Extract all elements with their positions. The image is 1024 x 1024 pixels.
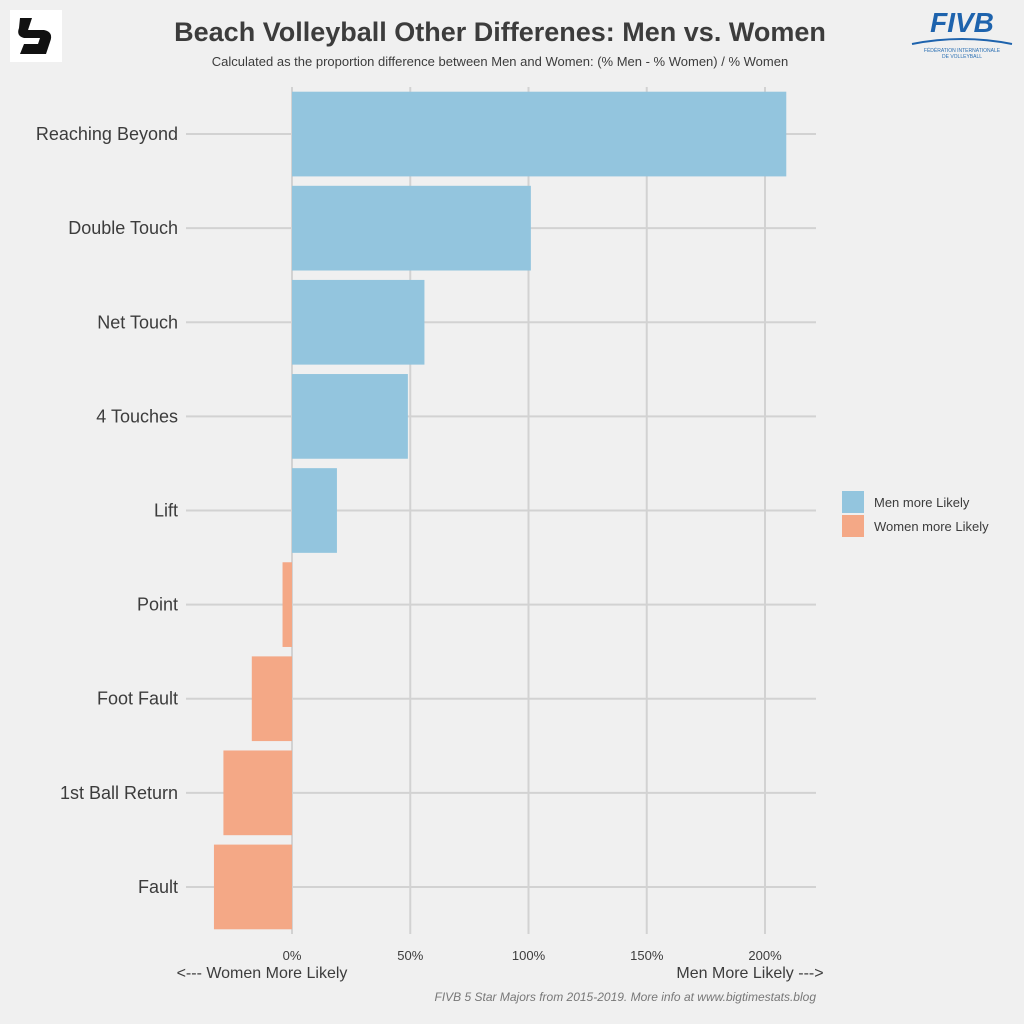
category-labels: Reaching Beyond Double Touch Net Touch 4 To… (36, 124, 178, 897)
x-right-direction-label: Men More Likely ---> (676, 965, 823, 982)
category-label: Fault (138, 877, 178, 897)
bar-point (282, 562, 292, 647)
chart-title: Beach Volleyball Other Differenes: Men v… (174, 17, 826, 47)
x-tick-label: 50% (397, 948, 423, 963)
legend: Men more Likely Women more Likely (842, 491, 989, 537)
legend-label-men: Men more Likely (874, 495, 970, 510)
bar-net-touch (292, 279, 425, 365)
category-label: Double Touch (68, 218, 178, 238)
legend-swatch-men (842, 491, 864, 513)
x-left-direction-label: <--- Women More Likely (177, 965, 348, 982)
x-tick-label: 150% (630, 948, 664, 963)
x-tick-labels: 0% 50% 100% 150% 200% (283, 948, 782, 963)
x-tick-label: 0% (283, 948, 302, 963)
chart-subtitle: Calculated as the proportion difference … (212, 54, 788, 69)
bar-1st-ball-return (223, 750, 292, 836)
chart-caption: FIVB 5 Star Majors from 2015-2019. More … (435, 990, 817, 1004)
bar-4-touches (292, 374, 408, 459)
category-label: 4 Touches (96, 406, 178, 426)
bar-double-touch (292, 185, 531, 271)
fivb-logo-subtitle-1: FÉDÉRATION INTERNATIONALE (924, 47, 1001, 54)
fivb-logo-text: FIVB (930, 7, 994, 38)
bar-foot-fault (251, 656, 292, 742)
legend-label-women: Women more Likely (874, 519, 989, 534)
fivb-logo: FIVB FÉDÉRATION INTERNATIONALE DE VOLLEY… (911, 7, 1013, 60)
category-label: Lift (154, 501, 178, 521)
bars (213, 91, 787, 930)
x-tick-label: 200% (748, 948, 782, 963)
category-label: Net Touch (97, 312, 178, 332)
bar-fault (213, 844, 292, 930)
bar-reaching-beyond (292, 91, 787, 177)
category-label: Point (137, 595, 178, 615)
category-label: Foot Fault (97, 689, 178, 709)
category-label: Reaching Beyond (36, 124, 178, 144)
legend-swatch-women (842, 515, 864, 537)
x-tick-label: 100% (512, 948, 546, 963)
bar-lift (292, 468, 337, 553)
bigtimestats-logo (10, 10, 62, 62)
category-label: 1st Ball Return (60, 783, 178, 803)
fivb-logo-subtitle-2: DE VOLLEYBALL (942, 54, 982, 60)
